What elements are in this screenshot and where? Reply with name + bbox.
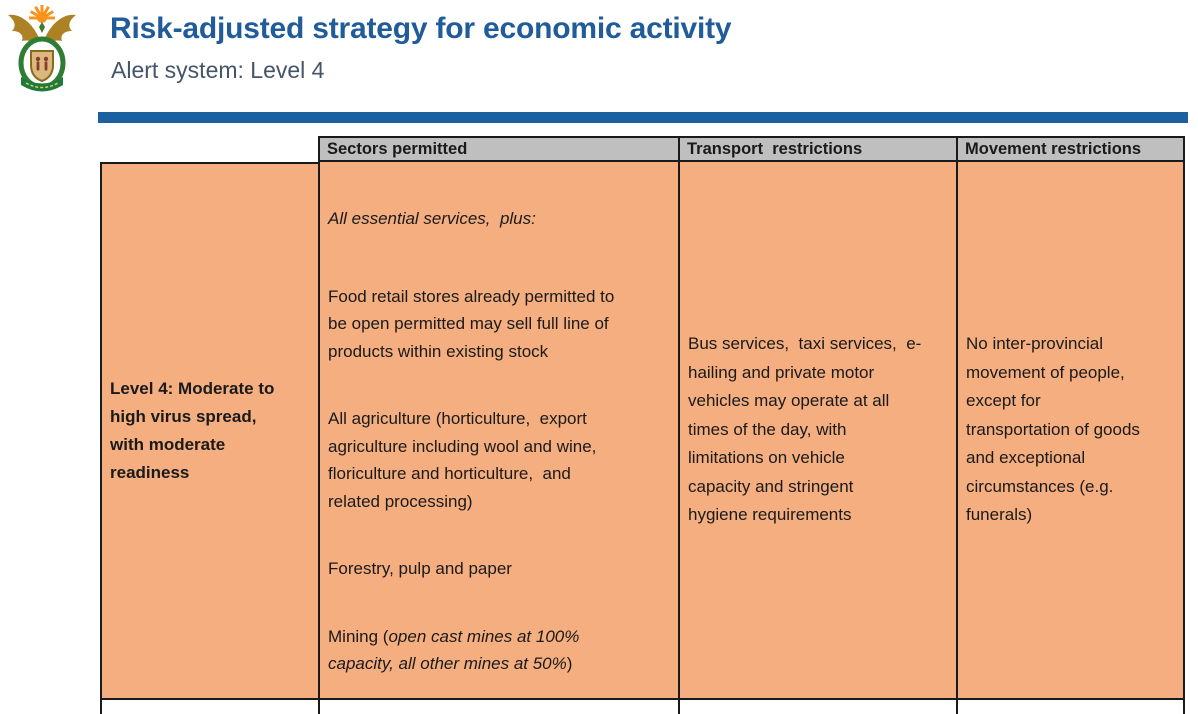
next-row-partial-cell [678, 700, 956, 714]
sectors-intro: All essential services, plus: [328, 209, 536, 228]
column-header-movement: Movement restrictions [956, 136, 1185, 162]
next-row-partial-cell [318, 700, 678, 714]
sectors-item-forestry: Forestry, pulp and paper [328, 559, 512, 578]
sectors-item-food-retail: Food retail stores already permitted to … [328, 286, 615, 361]
shield-icon [30, 50, 54, 83]
column-header-sectors: Sectors permitted [318, 136, 678, 162]
sun-icon [29, 5, 55, 23]
movement-text: No inter-provincial movement of people, … [966, 334, 1140, 525]
level-label: Level 4: Moderate to high virus spread, … [110, 379, 275, 482]
coat-of-arms-logo [8, 5, 76, 92]
column-header-transport: Transport restrictions [678, 136, 956, 162]
header-spacer-cell [100, 136, 318, 162]
next-row-partial-cell [956, 700, 1185, 714]
sectors-item-agriculture: All agriculture (horticulture, export ag… [328, 409, 597, 511]
page-subtitle: Alert system: Level 4 [111, 57, 325, 83]
movement-cell: No inter-provincial movement of people, … [956, 162, 1185, 700]
motto-banner-icon [21, 77, 63, 92]
page-title: Risk-adjusted strategy for economic acti… [110, 12, 732, 45]
next-row-partial-cell [100, 700, 318, 714]
level-cell: Level 4: Moderate to high virus spread, … [100, 162, 318, 700]
transport-cell: Bus services, taxi services, e- hailing … [678, 162, 956, 700]
transport-text: Bus services, taxi services, e- hailing … [688, 334, 922, 525]
sectors-cell: All essential services, plus: Food retai… [318, 162, 678, 700]
sectors-item-mining: Mining (open cast mines at 100% capacity… [328, 626, 580, 674]
header-divider-bar [98, 112, 1188, 123]
alert-level-table: Sectors permitted Transport restrictions… [100, 136, 1185, 714]
